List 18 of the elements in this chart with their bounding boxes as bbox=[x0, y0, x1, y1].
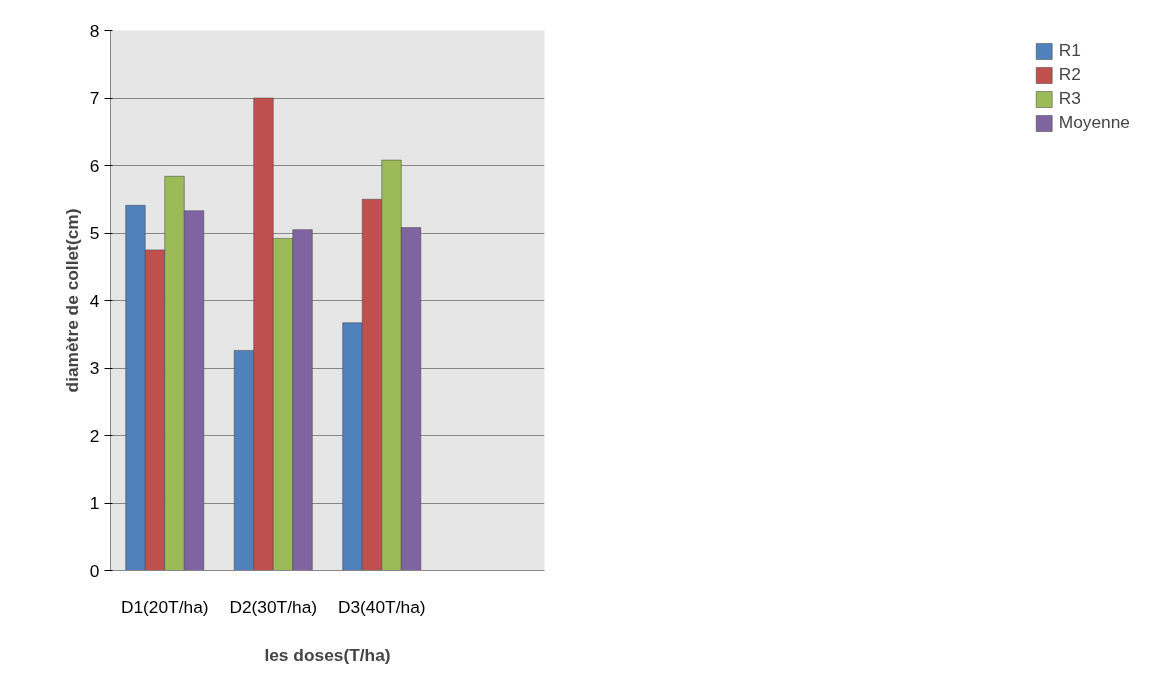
y-axis-title: diamètre de collet(cm) bbox=[61, 208, 82, 393]
y-tick-label: 5 bbox=[89, 223, 100, 243]
y-tick-label: 7 bbox=[89, 88, 100, 108]
x-tick-label: D1(20T/ha) bbox=[120, 596, 209, 617]
x-tick-label: D3(40T/ha) bbox=[337, 596, 426, 617]
y-tick-label: 1 bbox=[89, 493, 100, 513]
y-tick-label: 0 bbox=[89, 560, 100, 581]
y-tick-label: 2 bbox=[89, 425, 100, 446]
x-tick-label: D2(30T/ha) bbox=[229, 596, 318, 617]
legend-label: R1 bbox=[1058, 40, 1081, 61]
x-axis-title: les doses(T/ha) bbox=[264, 644, 391, 665]
y-tick-label: 3 bbox=[89, 358, 100, 378]
legend-label: Moyenne bbox=[1058, 112, 1130, 133]
legend-label: R3 bbox=[1058, 88, 1081, 109]
legend-label: R2 bbox=[1058, 64, 1081, 85]
y-tick-label: 4 bbox=[89, 290, 100, 311]
y-tick-label: 6 bbox=[89, 155, 100, 176]
y-tick-label: 8 bbox=[89, 20, 100, 41]
